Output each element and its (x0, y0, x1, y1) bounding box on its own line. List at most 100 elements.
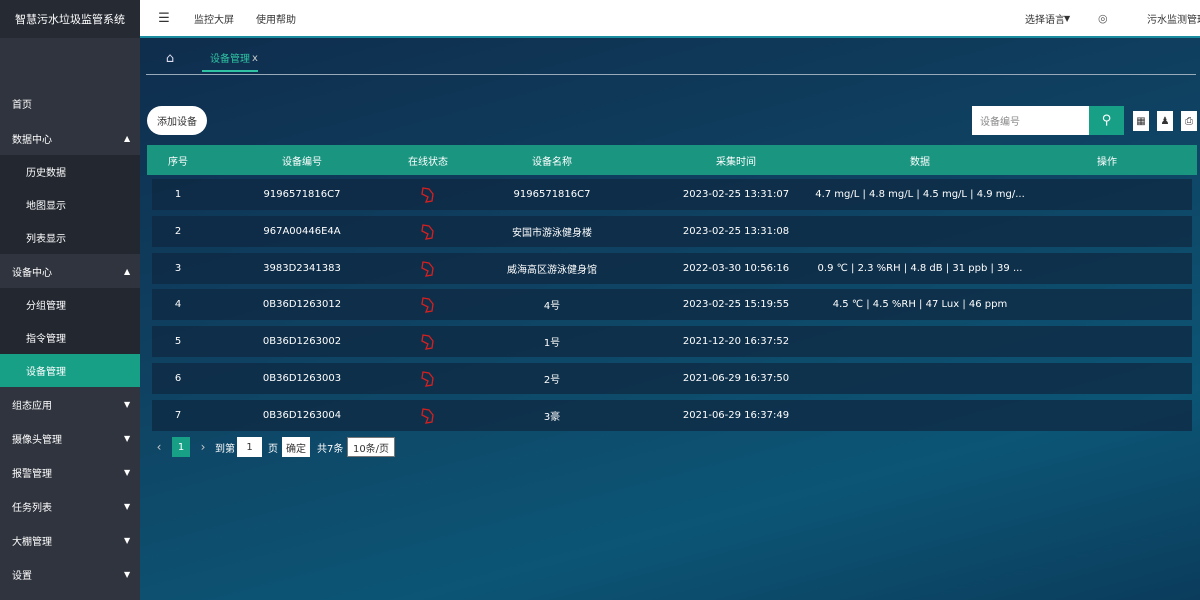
offline-icon (421, 408, 434, 424)
column-header: 操作 (1097, 156, 1117, 168)
language-select[interactable]: 选择语言 (1025, 14, 1065, 26)
menu-item[interactable]: 组态应用 (12, 400, 52, 412)
menu-item[interactable]: 摄像头管理 (12, 434, 62, 446)
table-cell: 5 (174, 336, 182, 348)
home-tab[interactable]: ⌂ (165, 50, 175, 66)
table-cell: 1号 (543, 338, 561, 350)
submenu-item[interactable]: 设备管理 (0, 354, 140, 387)
status-icon (420, 296, 436, 314)
submenu-item[interactable]: 指令管理 (0, 321, 140, 354)
next-page[interactable]: › (200, 440, 206, 454)
tab-bar-line (146, 74, 1196, 75)
table-cell: 2023-02-25 15:19:55 (682, 299, 790, 311)
table-cell: 2021-12-20 16:37:52 (682, 336, 790, 348)
menu-item[interactable]: 首页 (12, 99, 32, 111)
offline-icon (421, 187, 434, 203)
menu-item[interactable]: 设备中心 (12, 267, 52, 279)
column-header: 设备编号 (282, 156, 322, 168)
search-input[interactable]: 设备编号 (972, 106, 1089, 135)
user-name[interactable]: 污水监测管理 (1147, 14, 1200, 26)
page-size-select[interactable]: 10条/页 (347, 437, 395, 457)
table-header (147, 145, 1197, 175)
prev-page[interactable]: ‹ (156, 440, 162, 454)
goto-input[interactable]: 1 (237, 437, 262, 457)
goto-label: 到第 (215, 443, 235, 455)
table-cell: 967A00446E4A (263, 225, 341, 237)
table-cell: 4.5 ℃ | 4.5 %RH | 47 Lux | 46 ppm (832, 299, 1008, 311)
table-cell: 6 (174, 373, 182, 384)
submenu-item[interactable]: 分组管理 (0, 288, 140, 321)
offline-icon (421, 334, 434, 351)
status-icon (420, 370, 436, 388)
menu-caret[interactable]: ▼ (124, 535, 131, 545)
nav-link[interactable]: 使用帮助 (256, 14, 296, 26)
add-button[interactable]: 添加设备 (147, 106, 207, 135)
total-count: 共7条 (317, 443, 344, 455)
column-header: 序号 (168, 156, 188, 168)
tool-icon[interactable]: ♟ (1157, 111, 1173, 131)
menu-caret[interactable]: ▼ (124, 467, 131, 477)
menu-item[interactable]: 任务列表 (12, 502, 52, 514)
sidebar-header: 智慧污水垃圾监管系统 (0, 0, 140, 38)
table-row[interactable] (152, 289, 1192, 321)
menu-caret[interactable]: ▼ (124, 501, 131, 511)
table-row[interactable] (152, 399, 1192, 431)
menu-caret[interactable]: ▲ (124, 266, 131, 276)
table-cell: 威海高区游泳健身馆 (507, 264, 597, 276)
tab[interactable]: 设备管理 (202, 44, 258, 72)
nav-link[interactable]: 监控大屏 (194, 14, 234, 26)
table-cell: 3豪 (543, 411, 561, 423)
tool-icon[interactable]: ▦ (1133, 111, 1149, 131)
table-cell: 2022-03-30 10:56:16 (682, 262, 790, 274)
status-icon (420, 260, 436, 278)
column-header: 设备名称 (532, 156, 572, 168)
submenu-item[interactable]: 历史数据 (0, 155, 140, 188)
table-cell: 4 (174, 299, 182, 311)
table-cell: 0B36D1263003 (262, 373, 342, 384)
table-cell: 0B36D1263012 (262, 299, 342, 311)
confirm-button[interactable]: 确定 (282, 437, 310, 457)
column-header: 采集时间 (716, 156, 756, 168)
search-button[interactable]: ⚲ (1089, 106, 1124, 135)
menu-item[interactable]: 报警管理 (12, 468, 52, 480)
table-row[interactable] (152, 363, 1192, 394)
table-cell: 4.7 mg/L | 4.8 mg/L | 4.5 mg/L | 4.9 mg/… (815, 189, 1025, 200)
table-cell: 2021-06-29 16:37:49 (682, 409, 790, 421)
table-cell: 9196571816C7 (513, 189, 591, 200)
menu-toggle[interactable]: ☰ (158, 10, 170, 26)
table-cell: 2 (174, 225, 182, 237)
submenu-item[interactable]: 列表显示 (0, 221, 140, 254)
table-cell: 2021-06-29 16:37:50 (682, 373, 790, 384)
table-cell: 4号 (543, 301, 561, 313)
table-cell: 9196571816C7 (263, 189, 341, 200)
menu-caret[interactable]: ▼ (124, 399, 131, 409)
status-icon (420, 223, 436, 241)
dropdown-caret[interactable]: ▼ (1064, 13, 1071, 23)
theme-icon[interactable]: ◎ (1098, 11, 1108, 25)
menu-item[interactable]: 大棚管理 (12, 536, 52, 548)
table-row[interactable] (152, 326, 1192, 358)
table-cell: 0.9 ℃ | 2.3 %RH | 4.8 dB | 31 ppb | 39 .… (817, 262, 1023, 274)
column-header: 数据 (910, 156, 930, 168)
menu-item[interactable]: 数据中心 (12, 134, 52, 146)
table-cell: 7 (174, 409, 182, 421)
menu-caret[interactable]: ▼ (124, 569, 131, 579)
table-cell: 3983D2341383 (263, 262, 341, 274)
current-page[interactable]: 1 (172, 437, 190, 457)
menu-caret[interactable]: ▲ (124, 133, 131, 143)
status-icon (420, 407, 436, 425)
tab-close[interactable]: x (252, 52, 258, 64)
page-unit: 页 (268, 443, 278, 455)
table-row[interactable] (152, 179, 1192, 210)
submenu-item[interactable]: 地图显示 (0, 188, 140, 221)
offline-icon (421, 371, 434, 387)
table-row[interactable] (152, 252, 1192, 284)
menu-item[interactable]: 设置 (12, 570, 32, 582)
menu-caret[interactable]: ▼ (124, 433, 131, 443)
tool-icon[interactable]: ⎙ (1181, 111, 1197, 131)
status-icon (420, 186, 436, 204)
table-row[interactable] (152, 215, 1192, 247)
table-cell: 1 (174, 189, 182, 200)
table-cell: 0B36D1263002 (262, 336, 342, 348)
